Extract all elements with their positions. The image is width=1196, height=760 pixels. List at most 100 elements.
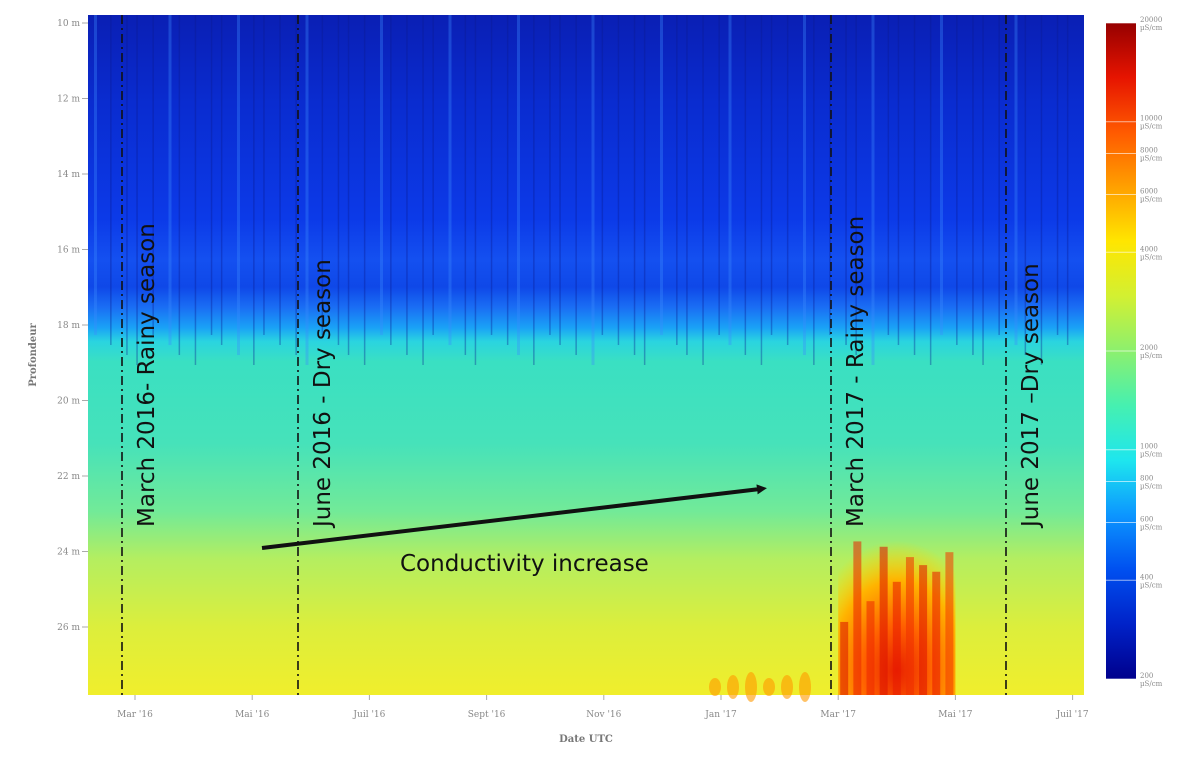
conductivity-increase-arrow: [261, 484, 767, 550]
y-tick-label: 14 m: [57, 170, 80, 180]
high-conductivity-streak: [866, 601, 875, 695]
texture-streak: [210, 15, 213, 335]
colorbar-tick-label: 6000: [1140, 188, 1158, 196]
texture-streak: [702, 15, 704, 365]
texture-streak: [643, 15, 646, 365]
y-tick-label: 10 m: [57, 19, 80, 29]
y-tick-label: 18 m: [57, 321, 80, 331]
high-conductivity-streak: [932, 571, 941, 695]
texture-streak: [972, 15, 974, 355]
texture-streak: [855, 15, 857, 355]
texture-streak: [490, 15, 493, 335]
colorbar-tick-unit: µS/cm: [1140, 680, 1163, 688]
colorbar-tick-label: 4000: [1140, 245, 1158, 253]
texture-streak: [263, 15, 265, 335]
colorbar-tick-label: 200: [1140, 672, 1153, 680]
texture-streak: [363, 15, 366, 365]
texture-streak: [982, 15, 984, 365]
season-annotation-label: June 2017 –Dry season: [1018, 263, 1044, 529]
texture-streak: [506, 15, 509, 345]
x-axis: Mar '16 Mai '16 Juil '16 Sept '16 Nov '16 Jan…: [117, 695, 1089, 720]
texture-streak: [1040, 15, 1043, 365]
texture-streak: [744, 15, 747, 355]
texture-streak: [380, 15, 383, 335]
colorbar-tick-label: 10000: [1140, 115, 1162, 123]
x-tick-label: Juil '17: [1056, 710, 1089, 720]
high-conductivity-streak: [919, 565, 928, 695]
texture-streak: [94, 15, 97, 335]
y-tick-label: 16 m: [57, 246, 80, 256]
colorbar-tick-label: 2000: [1140, 344, 1158, 352]
colorbar-tick-unit: µS/cm: [1140, 483, 1163, 491]
texture-streak: [770, 15, 773, 335]
x-tick-label: Mar '17: [820, 710, 856, 720]
high-conductivity-streak: [879, 546, 888, 695]
texture-streak: [601, 15, 604, 335]
x-tick-label: Mar '16: [117, 710, 153, 720]
high-conductivity-zone: [709, 532, 956, 702]
heatmap-plot-area: [88, 15, 1084, 702]
texture-streak: [517, 15, 520, 355]
texture-streak: [575, 15, 577, 355]
y-tick-label: 26 m: [57, 623, 80, 633]
x-tick-label: Nov '16: [586, 710, 621, 720]
y-tick-label: 12 m: [57, 95, 80, 105]
texture-streak: [718, 15, 720, 335]
y-axis: 10 m 12 m 14 m 16 m 18 m 20 m 22 m 24 m 26 m: [57, 19, 88, 633]
texture-streak: [940, 15, 943, 335]
texture-streak: [110, 15, 112, 345]
x-tick-label: Sept '16: [468, 710, 506, 720]
texture-streak: [178, 15, 181, 355]
colorbar-tick-label: 20000: [1140, 16, 1162, 24]
texture-streak: [813, 15, 815, 365]
texture-streak: [168, 15, 172, 345]
colorbar-tick-unit: µS/cm: [1140, 451, 1163, 459]
warm-bump: [727, 675, 739, 699]
texture-streak: [305, 15, 309, 365]
texture-streak: [786, 15, 789, 345]
texture-streak: [406, 15, 408, 355]
colorbar-tick-label: 400: [1140, 573, 1153, 581]
colorbar-tick-label: 8000: [1140, 147, 1158, 155]
texture-streak: [998, 15, 1000, 335]
texture-streak: [126, 15, 128, 355]
x-tick-label: Mai '16: [235, 710, 270, 720]
texture-streak: [760, 15, 763, 365]
texture-streak: [1024, 15, 1027, 355]
season-annotation-label: March 2017 - Rainy season: [843, 216, 869, 527]
texture-streak: [390, 15, 392, 345]
x-tick-label: Jan '17: [704, 710, 737, 720]
texture-streak: [728, 15, 732, 345]
texture-streak: [913, 15, 916, 355]
texture-streak: [829, 15, 831, 335]
texture-streak: [337, 15, 340, 345]
season-annotations: March 2016- Rainy season June 2016 - Dry …: [134, 216, 1044, 529]
texture-streak: [803, 15, 806, 355]
colorbar: 200µS/cm400µS/cm600µS/cm800µS/cm1000µS/c…: [1106, 16, 1163, 688]
high-conductivity-streak: [840, 621, 849, 695]
colorbar-tick-unit: µS/cm: [1140, 196, 1163, 204]
texture-streak: [1014, 15, 1018, 345]
x-tick-label: Juil '16: [352, 710, 385, 720]
texture-streak: [464, 15, 467, 355]
texture-streak: [1066, 15, 1069, 345]
warm-bump: [781, 675, 793, 699]
texture-streak: [474, 15, 477, 365]
y-tick-label: 22 m: [57, 472, 80, 482]
texture-streak: [432, 15, 434, 335]
texture-streak: [152, 15, 154, 335]
colorbar-tick-label: 1000: [1140, 443, 1158, 451]
texture-streak: [279, 15, 281, 345]
texture-streak: [533, 15, 535, 365]
texture-streak: [220, 15, 223, 345]
texture-streak: [422, 15, 424, 365]
colorbar-tick-unit: µS/cm: [1140, 24, 1163, 32]
colorbar-tick-label: 800: [1140, 475, 1153, 483]
colorbar-tick-unit: µS/cm: [1140, 524, 1163, 532]
texture-streak: [448, 15, 452, 345]
texture-streak: [676, 15, 678, 345]
heatmap-layer-marks: [709, 532, 956, 702]
colorbar-ticks: 200µS/cm400µS/cm600µS/cm800µS/cm1000µS/c…: [1106, 16, 1163, 688]
texture-streak: [929, 15, 932, 365]
texture-streak: [347, 15, 350, 355]
